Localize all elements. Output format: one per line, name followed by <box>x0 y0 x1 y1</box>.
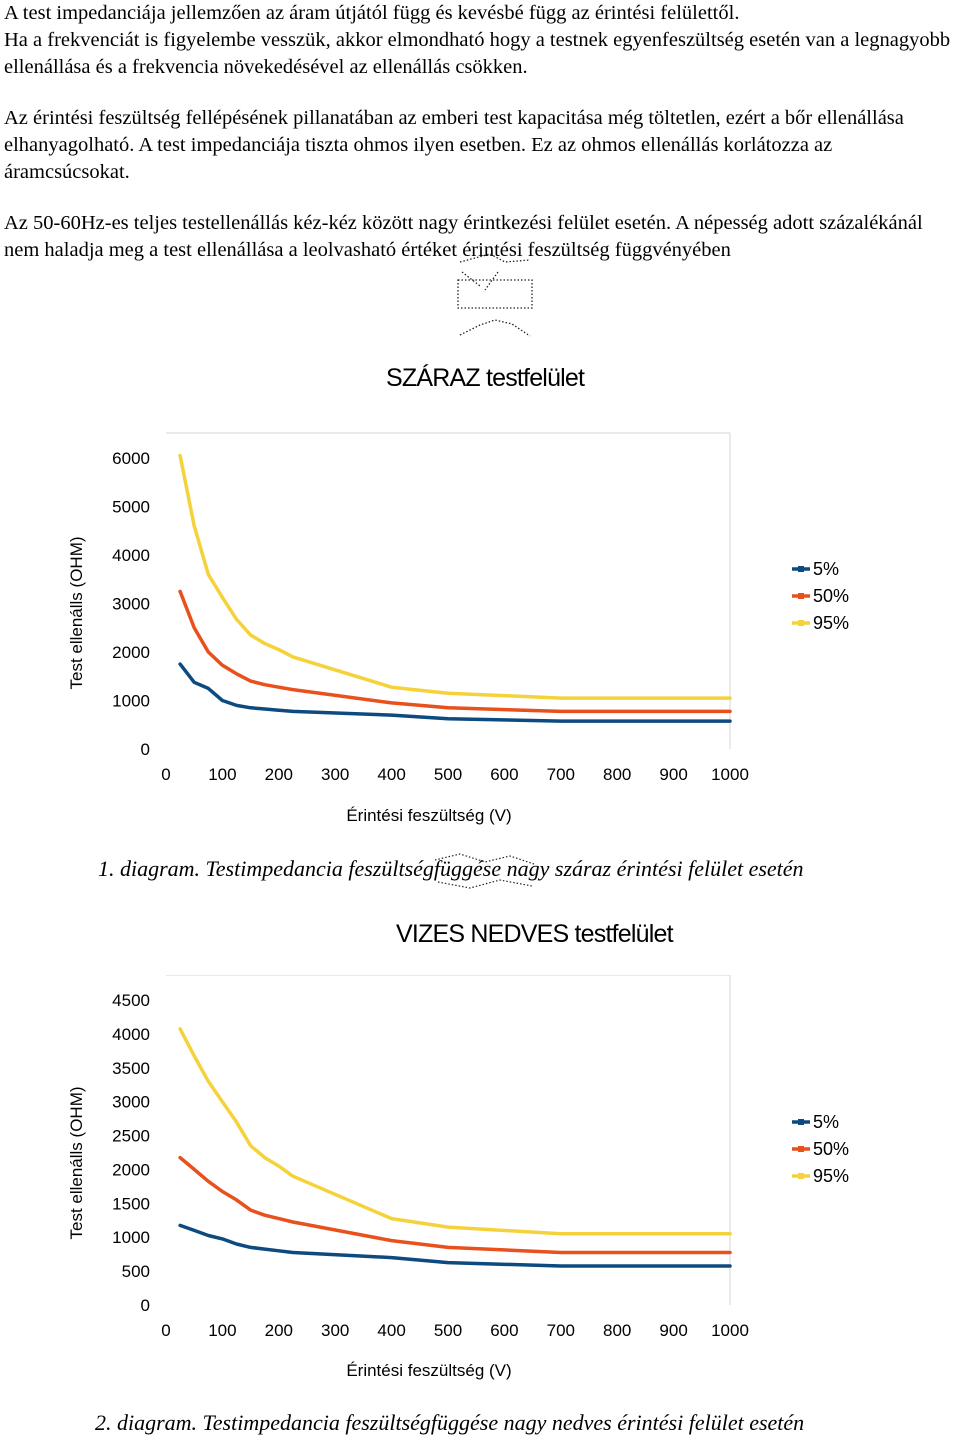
chart-2-x-tick-label: 400 <box>377 1321 405 1340</box>
chart-2-x-tick-label: 600 <box>490 1321 518 1340</box>
chart-2-y-tick-label: 2500 <box>112 1127 150 1146</box>
chart-2-x-axis-label: Érintési feszültség (V) <box>346 1361 511 1380</box>
chart-2-grid <box>166 975 731 1305</box>
chart-1-x-tick-label: 400 <box>377 765 405 784</box>
chart-1-legend: 5% 50% 95% <box>792 559 849 633</box>
chart-1-y-tick-label: 1000 <box>112 692 150 711</box>
chart-1-x-tick-label: 1000 <box>711 765 749 784</box>
intro-line-1: A test impedanciája jellemzően az áram ú… <box>4 2 740 24</box>
chart-2-y-tick-label: 1500 <box>112 1194 150 1213</box>
chart-1-x-tick-label: 300 <box>321 765 349 784</box>
chart-2-y-tick-label: 4000 <box>112 1025 150 1044</box>
chart-1-legend-marker-5pct <box>798 566 804 572</box>
chart-2-x-ticks: 0 100 200 300 400 500 600 700 800 900 1000 <box>161 1321 749 1340</box>
resistance-paragraph: Az 50-60Hz-es teljes testellenállás kéz-… <box>4 212 923 261</box>
document-body: A test impedanciája jellemzően az áram ú… <box>4 0 956 288</box>
chart-2-legend-label-50pct: 50% <box>813 1139 849 1159</box>
dotted-watermark-graphic-2 <box>434 853 535 889</box>
chart-2-x-tick-label: 900 <box>659 1321 687 1340</box>
chart-1-title: SZÁRAZ testfelület <box>386 364 585 392</box>
chart-2-y-tick-label: 3500 <box>112 1059 150 1078</box>
chart-2-series-line-95pct <box>178 1027 732 1236</box>
chart-2-x-tick-label: 1000 <box>711 1321 749 1340</box>
chart-1-x-tick-label: 100 <box>208 765 236 784</box>
chart-1-y-tick-label: 0 <box>141 740 150 759</box>
chart-1-legend-label-50pct: 50% <box>813 586 849 606</box>
chart-2-caption: 2. diagram. Testimpedancia feszültségfüg… <box>95 1410 805 1435</box>
chart-2-y-ticks: 0 500 1000 1500 2000 2500 3000 3500 4000 4500 <box>112 991 150 1315</box>
chart-1-series-line-5pct <box>178 662 732 723</box>
chart-1-legend-label-95pct: 95% <box>813 613 849 633</box>
chart-2-y-tick-label: 1000 <box>112 1228 150 1247</box>
chart-1-x-tick-label: 600 <box>490 765 518 784</box>
chart-2-x-tick-label: 0 <box>161 1321 170 1340</box>
chart-1-x-tick-label: 0 <box>161 765 170 784</box>
chart-2-x-tick-label: 200 <box>265 1321 293 1340</box>
chart-2-legend: 5% 50% 95% <box>792 1112 849 1186</box>
chart-1-y-tick-label: 6000 <box>112 449 150 468</box>
chart-2-y-tick-label: 2000 <box>112 1160 150 1179</box>
chart-2-y-tick-label: 3000 <box>112 1093 150 1112</box>
chart-1-legend-label-5pct: 5% <box>813 559 839 579</box>
chart-1-y-ticks: 0 1000 2000 3000 4000 5000 6000 <box>112 449 150 759</box>
chart-2-legend-label-95pct: 95% <box>813 1166 849 1186</box>
chart-2-series-line-5pct <box>178 1223 732 1268</box>
chart-1-x-tick-label: 200 <box>265 765 293 784</box>
chart-1: 0 1000 2000 3000 4000 5000 6000 0 100 200 300 400 5… <box>67 432 849 825</box>
chart-2-series-line-50pct <box>178 1155 732 1255</box>
chart-2-x-tick-label: 700 <box>547 1321 575 1340</box>
chart-2-x-tick-label: 100 <box>208 1321 236 1340</box>
chart-1-y-tick-label: 5000 <box>112 498 150 517</box>
chart-1-y-tick-label: 4000 <box>112 546 150 565</box>
chart-2-y-tick-label: 4500 <box>112 991 150 1010</box>
chart-1-x-tick-label: 700 <box>547 765 575 784</box>
chart-2: 0 500 1000 1500 2000 2500 3000 3500 4000 4500 0 10… <box>67 975 849 1380</box>
chart-2-y-tick-label: 0 <box>141 1296 150 1315</box>
chart-1-y-tick-label: 2000 <box>112 643 150 662</box>
chart-2-legend-marker-50pct <box>798 1146 804 1152</box>
chart-1-x-tick-label: 500 <box>434 765 462 784</box>
chart-2-series <box>178 1027 732 1268</box>
chart-1-series <box>178 453 732 723</box>
chart-1-x-tick-label: 800 <box>603 765 631 784</box>
capacitance-paragraph: Az érintési feszültség fellépésének pill… <box>4 107 904 183</box>
chart-1-y-tick-label: 3000 <box>112 595 150 614</box>
chart-2-legend-marker-5pct <box>798 1119 804 1125</box>
chart-1-y-axis-label: Test ellenálls (OHM) <box>67 536 86 689</box>
intro-line-2: Ha a frekvenciát is figyelembe vesszük, … <box>4 29 951 78</box>
chart-2-x-tick-label: 800 <box>603 1321 631 1340</box>
chart-1-x-ticks: 0 100 200 300 400 500 600 700 800 900 1000 <box>161 765 749 784</box>
chart-2-title: VIZES NEDVES testfelület <box>396 920 674 948</box>
chart-2-legend-marker-95pct <box>798 1173 804 1179</box>
chart-1-grid <box>166 432 731 749</box>
chart-2-y-axis-label: Test ellenálls (OHM) <box>67 1086 86 1239</box>
chart-1-legend-marker-50pct <box>798 593 804 599</box>
chart-2-y-tick-label: 500 <box>122 1262 150 1281</box>
intro-paragraph: A test impedanciája jellemzően az áram ú… <box>4 0 956 81</box>
dotted-watermark-graphic <box>457 253 533 337</box>
chart-2-x-tick-label: 300 <box>321 1321 349 1340</box>
chart-1-caption: 1. diagram. Testimpedancia feszültségfüg… <box>98 856 804 881</box>
chart-1-x-tick-label: 900 <box>659 765 687 784</box>
chart-1-x-axis-label: Érintési feszültség (V) <box>346 806 511 825</box>
chart-1-series-line-50pct <box>178 589 732 714</box>
chart-1-legend-marker-95pct <box>798 620 804 626</box>
chart-2-legend-label-5pct: 5% <box>813 1112 839 1132</box>
chart-1-series-line-95pct <box>178 453 732 700</box>
chart-2-x-tick-label: 500 <box>434 1321 462 1340</box>
